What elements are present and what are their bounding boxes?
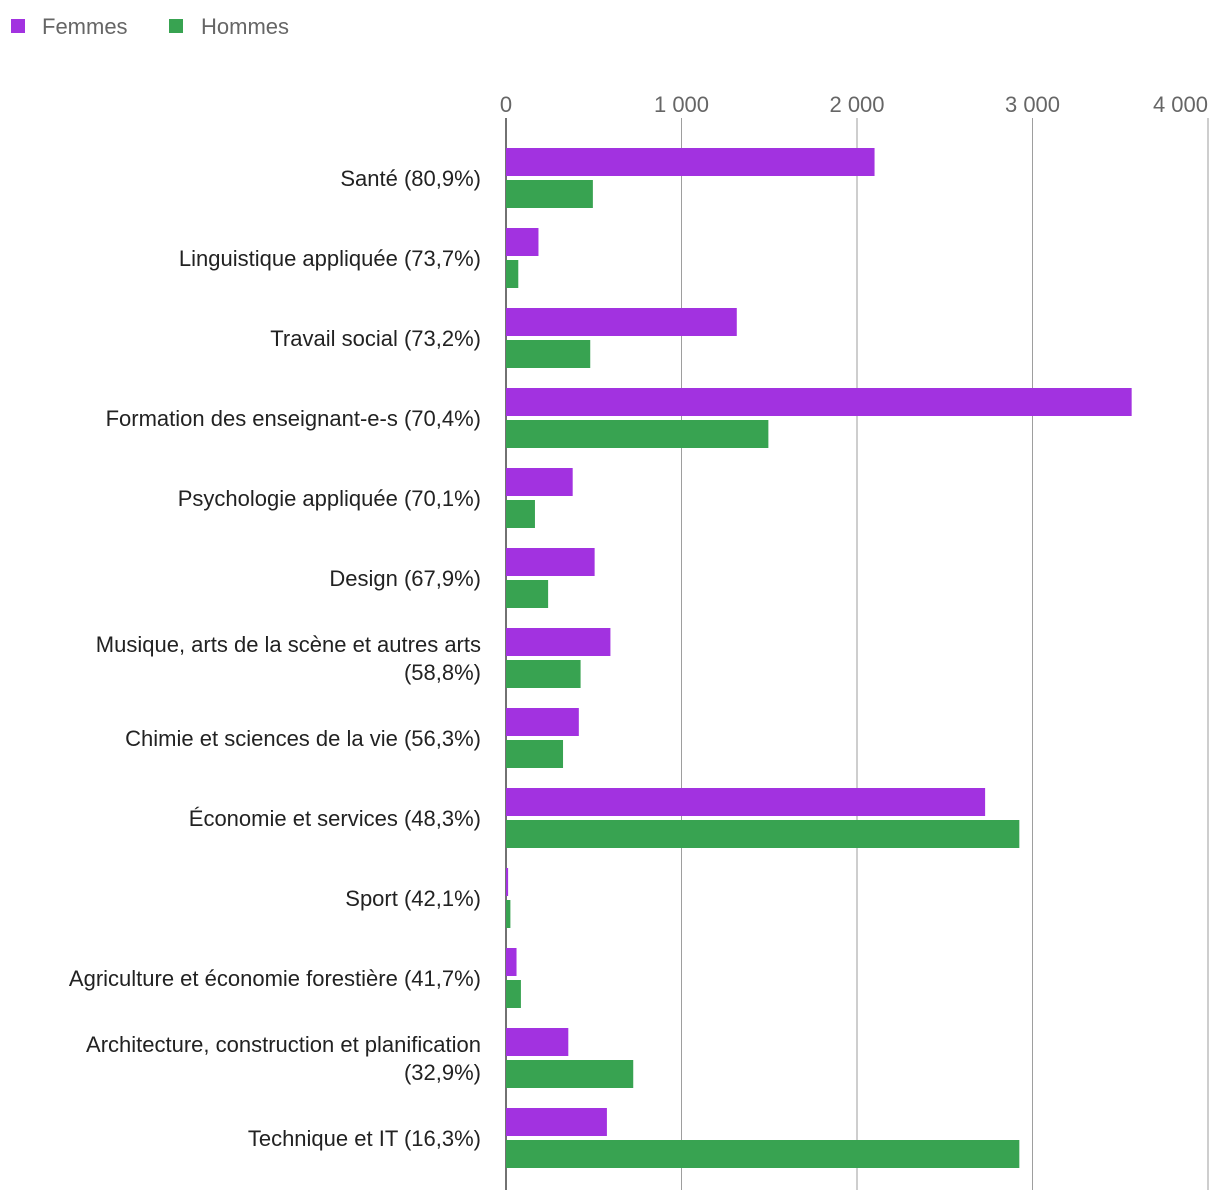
category-label: Sport (42,1%) xyxy=(345,886,481,911)
bar-femmes xyxy=(506,1028,569,1056)
bar-femmes xyxy=(506,948,517,976)
category-label: Musique, arts de la scène et autres arts… xyxy=(96,632,481,685)
category-label: Chimie et sciences de la vie (56,3%) xyxy=(125,726,481,751)
bar-hommes xyxy=(506,500,535,528)
bar-hommes xyxy=(506,180,593,208)
bar-hommes xyxy=(506,980,521,1008)
bar-femmes xyxy=(506,548,595,576)
category-labels: Santé (80,9%) Linguistique appliquée (73,… xyxy=(69,166,481,1151)
bar-femmes xyxy=(506,468,573,496)
bar-hommes xyxy=(506,420,769,448)
legend: Femmes Hommes xyxy=(11,14,289,39)
category-label: Travail social (73,2%) xyxy=(270,326,481,351)
category-label: Formation des enseignant-e-s (70,4%) xyxy=(106,406,481,431)
bar-hommes xyxy=(506,820,1020,848)
x-tick-label: 3 000 xyxy=(1005,92,1060,117)
bar-hommes xyxy=(506,1060,634,1088)
legend-label-femmes: Femmes xyxy=(42,14,128,39)
bar-femmes xyxy=(506,1108,607,1136)
bar-femmes xyxy=(506,628,611,656)
bar-hommes xyxy=(506,900,511,928)
bar-hommes xyxy=(506,260,519,288)
category-label: Psychologie appliquée (70,1%) xyxy=(178,486,481,511)
bar-hommes xyxy=(506,740,564,768)
bar-hommes xyxy=(506,660,581,688)
x-tick-label: 1 000 xyxy=(654,92,709,117)
category-label: Linguistique appliquée (73,7%) xyxy=(179,246,481,271)
bars xyxy=(506,148,1132,1168)
category-label: Économie et services (48,3%) xyxy=(189,806,481,831)
x-axis-tick-labels: 0 1 000 2 000 3 000 4 000 xyxy=(500,92,1208,117)
bar-femmes xyxy=(506,388,1132,416)
bar-femmes xyxy=(506,228,539,256)
x-tick-label: 4 000 xyxy=(1153,92,1208,117)
category-label: Architecture, construction et planificat… xyxy=(86,1032,481,1085)
category-label: Design (67,9%) xyxy=(329,566,481,591)
bar-femmes xyxy=(506,868,509,896)
bar-femmes xyxy=(506,788,986,816)
gridlines xyxy=(505,118,1209,1190)
bar-femmes xyxy=(506,308,737,336)
bar-hommes xyxy=(506,1140,1020,1168)
legend-label-hommes: Hommes xyxy=(201,14,289,39)
bar-femmes xyxy=(506,708,579,736)
x-tick-label: 2 000 xyxy=(829,92,884,117)
category-label: Technique et IT (16,3%) xyxy=(248,1126,481,1151)
bar-femmes xyxy=(506,148,875,176)
bar-hommes xyxy=(506,580,549,608)
x-tick-label: 0 xyxy=(500,92,512,117)
legend-swatch-hommes xyxy=(169,19,183,33)
bar-hommes xyxy=(506,340,591,368)
legend-swatch-femmes xyxy=(11,19,25,33)
category-label: Santé (80,9%) xyxy=(340,166,481,191)
category-label: Agriculture et économie forestière (41,7… xyxy=(69,966,481,991)
